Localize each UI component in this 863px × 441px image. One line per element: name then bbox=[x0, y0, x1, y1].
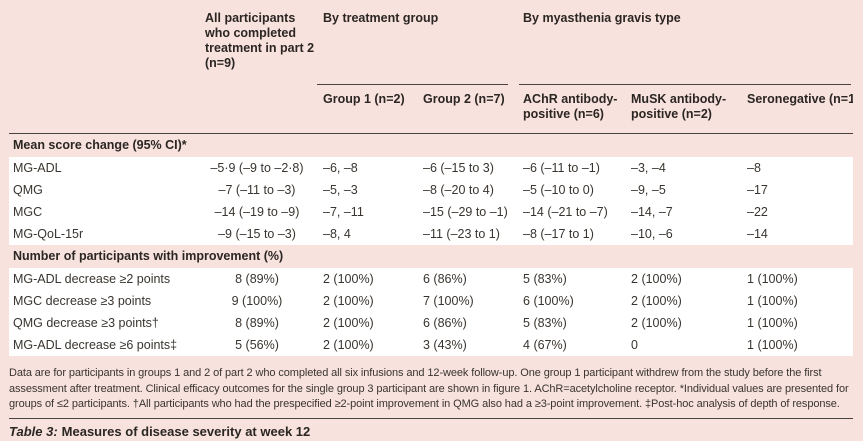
spanner-by-mg-type: By myasthenia gravis type bbox=[517, 8, 853, 85]
row-label: MG-ADL decrease ≥6 points‡ bbox=[9, 334, 197, 356]
column-header-achr: AChR antibody-positive (n=6) bbox=[517, 85, 626, 134]
cell-value: –11 (–23 to 1) bbox=[417, 223, 518, 245]
cell-value: 2 (100%) bbox=[317, 290, 417, 312]
cell-value: 5 (83%) bbox=[517, 312, 626, 334]
cell-value: –8 (–20 to 4) bbox=[417, 179, 518, 201]
table-caption: Table 3: Measures of disease severity at … bbox=[9, 424, 853, 439]
cell-value: –6 (–15 to 3) bbox=[417, 157, 518, 179]
cell-value: –9 (–15 to –3) bbox=[197, 223, 317, 245]
cell-value: –22 bbox=[741, 201, 854, 223]
column-header-seronegative: Seronegative (n=1) bbox=[741, 85, 854, 134]
cell-value: –8, 4 bbox=[317, 223, 417, 245]
table-caption-number: Table 3: bbox=[9, 423, 58, 439]
cell-value: –17 bbox=[741, 179, 854, 201]
row-label: QMG decrease ≥3 points† bbox=[9, 312, 197, 334]
spanner-header-row: All participants who completed treatment… bbox=[9, 8, 853, 134]
cell-value: 3 (43%) bbox=[417, 334, 518, 356]
cell-value: 2 (100%) bbox=[317, 334, 417, 356]
cell-value: –5, –3 bbox=[317, 179, 417, 201]
table-footnote: Data are for participants in groups 1 an… bbox=[9, 367, 849, 410]
cell-value: 1 (100%) bbox=[741, 268, 854, 290]
cell-value: –5·9 (–9 to –2·8) bbox=[197, 157, 317, 179]
cell-value: –14 bbox=[741, 223, 854, 245]
row-label: MG-ADL bbox=[9, 157, 197, 179]
cell-value: 1 (100%) bbox=[741, 334, 854, 356]
cell-value: 6 (86%) bbox=[417, 268, 518, 290]
row-label: MGC bbox=[9, 201, 197, 223]
severity-table: All participants who completed treatment… bbox=[9, 8, 854, 356]
table-row: QMG decrease ≥3 points† 8 (89%) 2 (100%)… bbox=[9, 312, 854, 334]
section-title-participants-improvement: Number of participants with improvement … bbox=[13, 249, 284, 263]
cell-value: 2 (100%) bbox=[625, 268, 742, 290]
cell-value: 2 (100%) bbox=[625, 290, 742, 312]
cell-value: –6 (–11 to –1) bbox=[517, 157, 626, 179]
cell-value: 8 (89%) bbox=[197, 312, 317, 334]
table-row: QMG –7 (–11 to –3) –5, –3 –8 (–20 to 4) … bbox=[9, 179, 854, 201]
cell-value: –8 bbox=[741, 157, 854, 179]
cell-value: 8 (89%) bbox=[197, 268, 317, 290]
cell-value: 1 (100%) bbox=[741, 312, 854, 334]
section-header-row: Mean score change (95% CI)* bbox=[9, 134, 853, 158]
cell-value: 7 (100%) bbox=[417, 290, 518, 312]
caption-divider bbox=[9, 417, 853, 419]
section-header-row: Number of participants with improvement … bbox=[9, 245, 853, 268]
cell-value: 6 (86%) bbox=[417, 312, 518, 334]
cell-value: 2 (100%) bbox=[317, 312, 417, 334]
cell-value: –15 (–29 to –1) bbox=[417, 201, 518, 223]
table-body: Mean score change (95% CI)* MG-ADL –5·9 … bbox=[9, 134, 854, 356]
table-row: MG-ADL decrease ≥6 points‡ 5 (56%) 2 (10… bbox=[9, 334, 854, 356]
table-row: MGC decrease ≥3 points 9 (100%) 2 (100%)… bbox=[9, 290, 854, 312]
table-row: MGC –14 (–19 to –9) –7, –11 –15 (–29 to … bbox=[9, 201, 854, 223]
cell-value: –7, –11 bbox=[317, 201, 417, 223]
row-label: MG-QoL-15r bbox=[9, 223, 197, 245]
corner-cell bbox=[9, 8, 197, 134]
cell-value: –7 (–11 to –3) bbox=[197, 179, 317, 201]
column-header-musk: MuSK antibody-positive (n=2) bbox=[625, 85, 742, 134]
cell-value: –3, –4 bbox=[625, 157, 742, 179]
cell-value: –10, –6 bbox=[625, 223, 742, 245]
column-header-row: Group 1 (n=2) Group 2 (n=7) AChR antibod… bbox=[9, 85, 854, 134]
section-title-mean-score-change: Mean score change (95% CI)* bbox=[13, 138, 187, 152]
cell-value: –8 (–17 to 1) bbox=[517, 223, 626, 245]
cell-value: 5 (56%) bbox=[197, 334, 317, 356]
cell-value: –14, –7 bbox=[625, 201, 742, 223]
cell-value: 1 (100%) bbox=[741, 290, 854, 312]
table-row: MG-ADL decrease ≥2 points 8 (89%) 2 (100… bbox=[9, 268, 854, 290]
cell-value: –14 (–21 to –7) bbox=[517, 201, 626, 223]
column-header-group2: Group 2 (n=7) bbox=[417, 85, 518, 134]
table-caption-title: Measures of disease severity at week 12 bbox=[61, 423, 311, 439]
cell-value: –6, –8 bbox=[317, 157, 417, 179]
cell-value: 6 (100%) bbox=[517, 290, 626, 312]
cell-value: 5 (83%) bbox=[517, 268, 626, 290]
table-row: MG-QoL-15r –9 (–15 to –3) –8, 4 –11 (–23… bbox=[9, 223, 854, 245]
cell-value: 9 (100%) bbox=[197, 290, 317, 312]
column-header-all-participants: All participants who completed treatment… bbox=[197, 8, 317, 134]
column-header-group1: Group 1 (n=2) bbox=[317, 85, 417, 134]
cell-value: –9, –5 bbox=[625, 179, 742, 201]
cell-value: 2 (100%) bbox=[317, 268, 417, 290]
cell-value: 0 bbox=[625, 334, 742, 356]
table-row: MG-ADL –5·9 (–9 to –2·8) –6, –8 –6 (–15 … bbox=[9, 157, 854, 179]
cell-value: –14 (–19 to –9) bbox=[197, 201, 317, 223]
row-label: QMG bbox=[9, 179, 197, 201]
cell-value: 2 (100%) bbox=[625, 312, 742, 334]
table-header: All participants who completed treatment… bbox=[9, 8, 854, 134]
row-label: MG-ADL decrease ≥2 points bbox=[9, 268, 197, 290]
spanner-by-treatment-group: By treatment group bbox=[317, 8, 517, 85]
cell-value: –5 (–10 to 0) bbox=[517, 179, 626, 201]
row-label: MGC decrease ≥3 points bbox=[9, 290, 197, 312]
cell-value: 4 (67%) bbox=[517, 334, 626, 356]
